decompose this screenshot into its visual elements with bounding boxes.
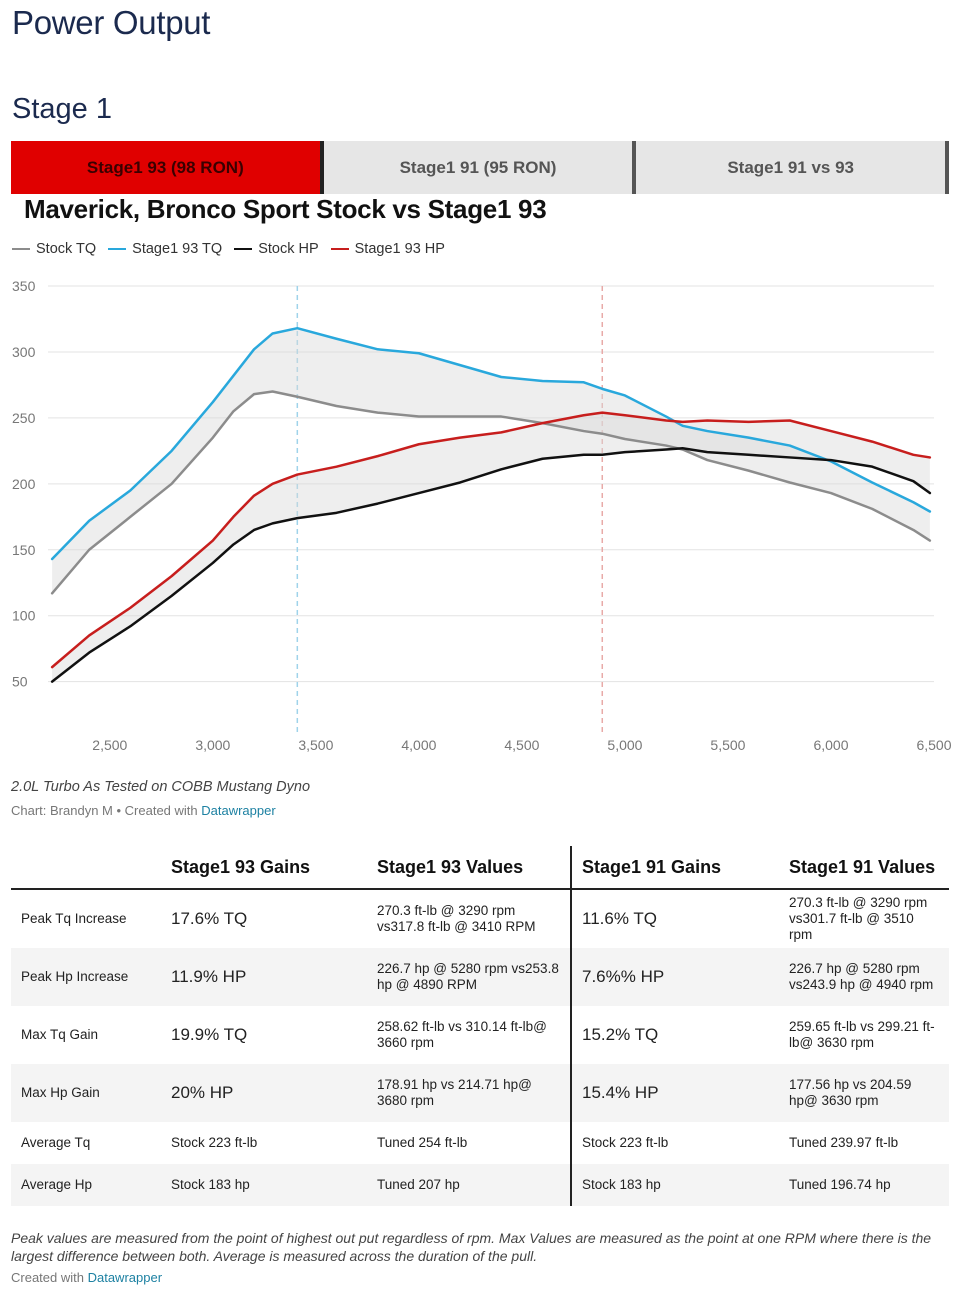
header-stage1-93-gains: Stage1 93 Gains — [161, 846, 367, 890]
y-tick-label: 300 — [12, 344, 36, 360]
legend-label-stock-tq: Stock TQ — [36, 241, 97, 257]
stage1-91-value: Tuned 239.97 ft-lb — [789, 1135, 899, 1150]
tab-stage1-91-vs-93[interactable]: Stage1 91 vs 93 — [636, 141, 950, 194]
footer-datawrapper-link[interactable]: Datawrapper — [87, 1270, 163, 1285]
legend-swatch-stock-hp — [234, 248, 253, 250]
stage1-93-value: Tuned 207 hp — [367, 1164, 572, 1206]
stage1-91-value: Tuned 196.74 hp — [779, 1164, 949, 1206]
credit-text: Chart: Brandyn M • Created with — [11, 803, 202, 818]
chart-note: 2.0L Turbo As Tested on COBB Mustang Dyn… — [11, 779, 311, 795]
row-label: Max Hp Gain — [11, 1064, 161, 1122]
x-tick-label: 6,000 — [813, 737, 848, 753]
legend-swatch-stage1-tq — [108, 248, 127, 250]
x-tick-label: 5,000 — [607, 737, 642, 753]
x-tick-label: 6,500 — [916, 737, 951, 753]
legend-item-stock-hp: Stock HP — [234, 241, 319, 257]
x-tick-label: 5,500 — [710, 737, 745, 753]
stage1-91-gain: 11.6% TQ — [582, 909, 657, 928]
stock-tq-line — [50, 390, 932, 595]
legend-item-stock-tq: Stock TQ — [12, 241, 96, 257]
x-tick-label: 4,500 — [504, 737, 539, 753]
stage1-93-value: 258.62 ft-lb vs 310.14 ft-lb@ 3660 rpm — [367, 1006, 572, 1064]
legend-swatch-stage1-hp — [330, 248, 349, 250]
row-label: Average Tq — [21, 1135, 91, 1150]
footnote: Peak values are measured from the point … — [11, 1230, 932, 1264]
stage1-93-gain: Stock 183 hp — [161, 1164, 367, 1206]
tab-bar: Stage1 93 (98 RON) Stage1 91 (95 RON) St… — [11, 141, 950, 194]
table-row: Average Tq Stock 223 ft-lb Tuned 254 ft-… — [11, 1122, 949, 1164]
stage1-91-value: 226.7 hp @ 5280 rpm vs243.9 hp @ 4940 rp… — [779, 948, 949, 1006]
row-label: Max Tq Gain — [21, 1027, 99, 1042]
y-tick-label: 200 — [12, 476, 36, 492]
y-tick-label: 50 — [12, 674, 28, 690]
legend-swatch-stock-tq — [12, 248, 30, 250]
footer-credit-text: Created with — [11, 1270, 88, 1285]
x-tick-label: 2,500 — [92, 737, 127, 753]
chart-legend: Stock TQ Stage1 93 TQ Stock HP Stage1 93… — [12, 241, 457, 257]
header-stage1-91-values: Stage1 91 Values — [779, 846, 949, 890]
gains-table: Stage1 93 Gains Stage1 93 Values Stage1 … — [11, 846, 949, 1206]
hp-gain-band — [52, 412, 930, 682]
table-row: Max Tq Gain 19.9% TQ 258.62 ft-lb vs 310… — [11, 1006, 949, 1064]
stage1-91-gain: 7.6%% HP — [571, 948, 779, 1006]
stage1-91-value: 259.65 ft-lb vs 299.21 ft-lb@ 3630 rpm — [789, 1019, 935, 1050]
footer-credit: Created with Datawrapper — [11, 1270, 162, 1285]
table-row: Peak Hp Increase 11.9% HP 226.7 hp @ 528… — [11, 948, 949, 1006]
tab-stage1-91[interactable]: Stage1 91 (95 RON) — [323, 141, 637, 194]
stock-hp-line — [50, 446, 932, 683]
stage1-91-value: 177.56 hp vs 204.59 hp@ 3630 rpm — [779, 1064, 949, 1122]
y-tick-label: 100 — [12, 608, 36, 624]
table-row: Max Hp Gain 20% HP 178.91 hp vs 214.71 h… — [11, 1064, 949, 1122]
x-tick-label: 3,500 — [298, 737, 333, 753]
y-tick-label: 350 — [12, 278, 36, 294]
stage1-hp-line — [50, 411, 932, 669]
legend-label-stage1-hp: Stage1 93 HP — [354, 241, 445, 257]
stage1-91-gain: 15.4% HP — [571, 1064, 779, 1122]
row-label: Peak Hp Increase — [11, 948, 161, 1006]
table-row: Average Hp Stock 183 hp Tuned 207 hp Sto… — [11, 1164, 949, 1206]
x-tick-label: 3,000 — [195, 737, 230, 753]
stage1-91-gain: 15.2% TQ — [582, 1025, 659, 1044]
chart-credit: Chart: Brandyn M • Created with Datawrap… — [11, 803, 276, 818]
chart-title: Maverick, Bronco Sport Stock vs Stage1 9… — [24, 194, 547, 224]
y-tick-label: 150 — [12, 542, 36, 558]
legend-label-stock-hp: Stock HP — [258, 241, 319, 257]
page-title: Power Output — [12, 4, 211, 41]
header-stage1-91-gains: Stage1 91 Gains — [571, 846, 779, 890]
power-chart: 50 100 150 200 250 300 350 2,500 3,000 3,500 4,000… — [12, 278, 952, 753]
stage1-91-gain: Stock 223 ft-lb — [582, 1135, 669, 1150]
table-row: Peak Tq Increase 17.6% TQ 270.3 ft-lb @ … — [11, 889, 949, 948]
stage1-93-value: 270.3 ft-lb @ 3290 rpm vs317.8 ft-lb @ 3… — [367, 889, 572, 948]
row-label: Average Hp — [11, 1164, 161, 1206]
stage1-91-value: 270.3 ft-lb @ 3290 rpm vs301.7 ft-lb @ 3… — [789, 895, 928, 942]
section-title: Stage 1 — [12, 93, 112, 125]
stage1-93-gain: 17.6% TQ — [171, 909, 248, 928]
x-tick-label: 4,000 — [401, 737, 436, 753]
datawrapper-link[interactable]: Datawrapper — [201, 803, 276, 818]
stage1-93-value: Tuned 254 ft-lb — [367, 1122, 572, 1164]
stage1-tq-line — [50, 326, 932, 561]
header-stage1-93-values: Stage1 93 Values — [367, 846, 572, 890]
header-blank — [11, 846, 161, 890]
stage1-93-value: 178.91 hp vs 214.71 hp@ 3680 rpm — [367, 1064, 572, 1122]
row-label: Peak Tq Increase — [21, 911, 127, 926]
stage1-93-gain: 20% HP — [161, 1064, 367, 1122]
stage1-93-gain: 11.9% HP — [161, 948, 367, 1006]
stage1-93-value: 226.7 hp @ 5280 rpm vs253.8 hp @ 4890 RP… — [367, 948, 572, 1006]
tq-gain-band — [52, 328, 930, 594]
table-header-row: Stage1 93 Gains Stage1 93 Values Stage1 … — [11, 846, 949, 890]
legend-label-stage1-tq: Stage1 93 TQ — [132, 241, 223, 257]
tab-stage1-93[interactable]: Stage1 93 (98 RON) — [11, 141, 324, 194]
legend-item-stage1-tq: Stage1 93 TQ — [108, 241, 222, 257]
stage1-93-gain: Stock 223 ft-lb — [171, 1135, 258, 1150]
legend-item-stage1-hp: Stage1 93 HP — [330, 241, 445, 257]
stage1-91-gain: Stock 183 hp — [571, 1164, 779, 1206]
stage1-93-gain: 19.9% TQ — [171, 1025, 248, 1044]
y-tick-label: 250 — [12, 410, 36, 426]
